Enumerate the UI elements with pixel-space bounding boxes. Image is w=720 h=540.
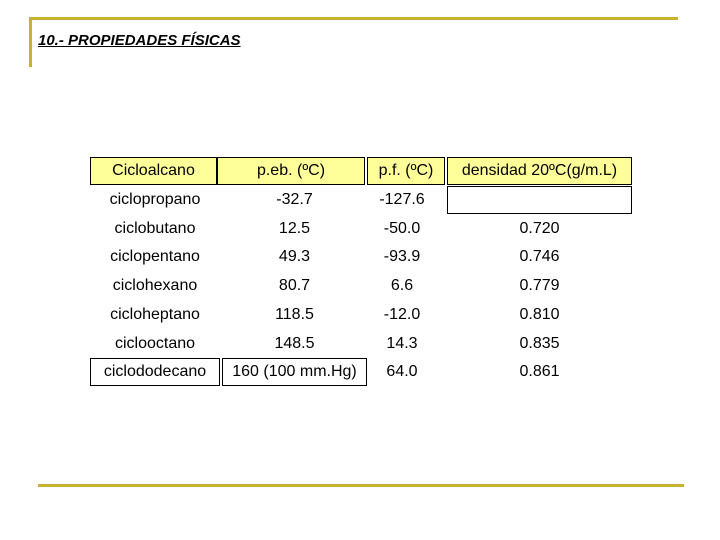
table-cell: -12.0 <box>383 305 421 323</box>
header-cell: p.f. (ºC) <box>367 157 445 185</box>
table-cell: 0.810 <box>519 305 560 323</box>
table-cell: 14.3 <box>386 334 418 352</box>
table-cell: 118.5 <box>275 305 314 323</box>
table-cell: 148.5 <box>274 334 315 352</box>
table-cell: 0.746 <box>519 248 560 266</box>
table-cell: -127.6 <box>379 191 425 208</box>
table-cell: 0.835 <box>519 334 560 352</box>
table-cell: 0.861 <box>519 363 560 381</box>
table-cell: cicloheptano <box>110 305 200 323</box>
empty-cell <box>447 186 632 214</box>
table-cell: -50.0 <box>383 219 421 237</box>
table-cell: ciclooctano <box>114 334 196 352</box>
table-cell: 0.720 <box>519 219 560 237</box>
bottom-rule <box>38 484 684 487</box>
table-cell: ciclopentano <box>110 248 200 266</box>
table-cell: ciclopropano <box>109 191 201 208</box>
table-cell: ciclobutano <box>114 219 196 237</box>
table-cell: 6.6 <box>390 277 414 295</box>
table-cell: 64.0 <box>386 363 418 381</box>
header-cell: p.eb. (ºC) <box>217 157 365 185</box>
table-cell: -32.7 <box>276 191 313 208</box>
table-cell: -93.9 <box>383 248 421 266</box>
header-cell: Cicloalcano <box>90 157 217 185</box>
slide-title: 10.- PROPIEDADES FÍSICAS <box>38 32 241 49</box>
table-cell: ciclohexano <box>112 277 198 295</box>
table-cell: ciclododecano <box>90 358 220 387</box>
table-cell: 49.3 <box>278 248 311 266</box>
table-cell: 0.779 <box>519 277 560 295</box>
top-rule <box>30 17 678 20</box>
left-rule <box>29 17 32 67</box>
header-cell: densidad 20ºC(g/m.L) <box>447 157 632 185</box>
table-cell: 80.7 <box>278 277 311 295</box>
table-cell: 160 (100 mm.Hg) <box>222 358 367 387</box>
table-cell: 12.5 <box>278 219 311 237</box>
